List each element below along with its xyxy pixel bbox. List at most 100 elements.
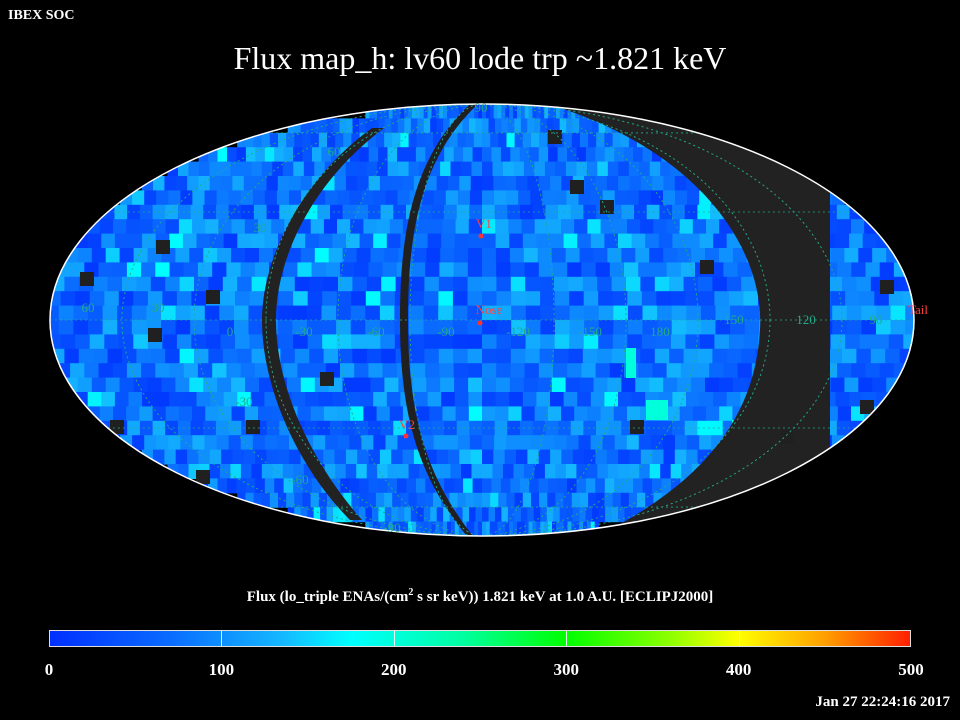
flux-cell [604,147,615,163]
flux-cell [117,320,133,335]
flux-cell [552,104,557,119]
flux-cell [608,420,622,436]
flux-cell [496,276,512,292]
flux-cell [233,320,250,335]
flux-cell [495,507,503,523]
flux-cell [583,420,597,436]
flux-cell [547,406,562,422]
flux-cell [237,348,253,364]
flux-cell [93,276,109,292]
flux-cell [491,478,502,494]
flux-cell [583,204,597,220]
flux-cell [467,305,483,321]
flux-cell [192,406,206,422]
flux-cell [212,262,227,278]
flux-cell [513,104,518,119]
flux-cell [626,276,641,292]
flux-cell [427,104,433,119]
flux-cell [249,334,265,350]
flux-cell [579,507,587,523]
longitude-label: -30 [295,324,312,339]
flux-cell [590,392,605,407]
flux-cell [105,248,121,263]
flux-cell [566,435,580,451]
flux-cell [557,147,568,163]
flux-cell [387,464,399,479]
caption-text: Flux (lo_triple ENAs/(cm [246,589,409,605]
flux-cell [482,276,497,292]
flux-cell [64,276,80,292]
flux-cell [386,392,401,407]
flux-cell [176,291,192,307]
flux-cell [540,118,548,134]
flux-cell [102,305,118,321]
flux-cell [595,262,611,278]
flux-cell [663,248,678,263]
flux-cell [396,521,401,536]
flux-cell [586,161,598,177]
flux-cell [384,104,390,119]
flux-cell [550,449,562,465]
flux-cell [510,147,521,163]
flux-cell [569,320,585,335]
flux-cell [686,233,701,249]
flux-cell [286,492,295,508]
flux-cell [684,420,698,436]
meridian [193,104,771,536]
flux-cell [453,348,469,364]
flux-cell [209,161,221,177]
flux-cell [550,233,565,249]
flux-cell [244,219,259,235]
flux-cell [132,435,145,451]
flux-cell [714,334,730,350]
flux-cell [99,406,114,422]
flux-cell [338,276,353,292]
flux-cell [561,219,575,235]
flux-cell [859,334,875,350]
flux-cell [175,377,190,393]
flux-cell [217,147,228,163]
flux-cell [237,392,252,407]
flux-cell [168,435,181,451]
flux-cell [598,305,614,321]
flux-cell [517,104,522,119]
flux-cell [465,132,475,148]
flux-cell [498,492,508,508]
flux-cell [165,204,179,220]
flux-cell [162,291,178,307]
flux-cell [538,176,551,191]
flux-cell [340,363,355,379]
flux-cell [567,478,577,494]
flux-cell [240,363,256,379]
flux-cell [368,262,384,278]
flux-cell [259,248,274,263]
flux-cell [489,104,495,119]
flux-cell [482,147,492,163]
flux-cell [50,334,62,350]
flux-cell [188,161,200,177]
flux-cell [634,204,648,220]
flux-cell [128,392,143,407]
flux-cell [88,320,104,335]
flux-cell [294,492,304,508]
flux-cell [330,147,341,163]
flux-cell [468,377,483,393]
flux-cell [429,406,444,422]
flux-cell [494,190,507,206]
flux-cell [250,392,265,407]
flux-cell [495,406,509,422]
no-data-cell [780,430,794,444]
flux-cell [501,521,506,536]
flux-cell [737,262,753,278]
flux-cell [713,233,728,249]
no-data-cell [600,200,614,214]
flux-cell [539,492,548,508]
flux-cell [178,219,193,235]
flux-cell [368,147,379,163]
flux-cell [280,348,296,364]
longitude-labels: 60 30 0 -30 -60 -90 -120 -150 180 150 120 90 [82,300,883,339]
flux-cell [433,492,442,508]
flux-cell [618,176,630,191]
flux-cell [375,132,385,148]
flux-cell [457,435,471,451]
